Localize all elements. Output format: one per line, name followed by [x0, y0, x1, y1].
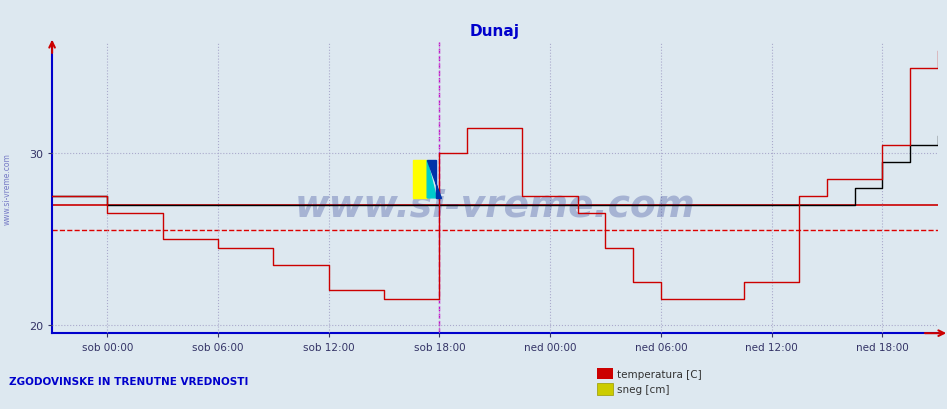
Text: www.si-vreme.com: www.si-vreme.com — [3, 152, 12, 224]
Polygon shape — [427, 161, 441, 198]
Text: www.si-vreme.com: www.si-vreme.com — [295, 188, 695, 224]
Text: ZGODOVINSKE IN TRENUTNE VREDNOSTI: ZGODOVINSKE IN TRENUTNE VREDNOSTI — [9, 377, 249, 387]
Text: sneg [cm]: sneg [cm] — [617, 384, 670, 394]
Polygon shape — [413, 161, 427, 193]
Title: Dunaj: Dunaj — [470, 24, 520, 39]
Polygon shape — [413, 161, 427, 198]
Text: temperatura [C]: temperatura [C] — [617, 369, 702, 379]
Polygon shape — [427, 161, 437, 198]
